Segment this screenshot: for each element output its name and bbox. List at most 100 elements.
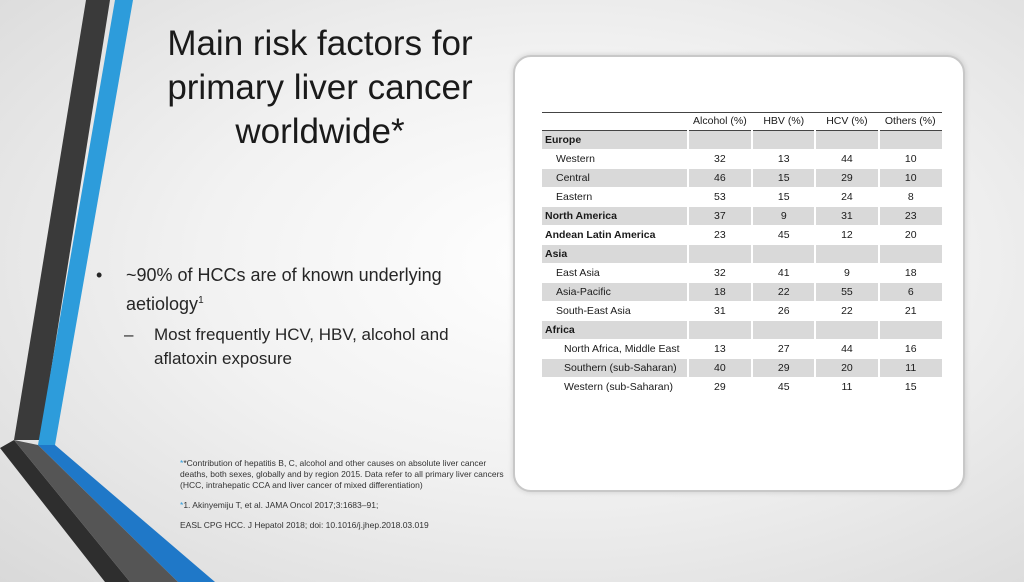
- row-region-name: Eastern: [542, 187, 688, 207]
- row-value-cell: 29: [686, 377, 753, 397]
- row-value-cell: 45: [751, 377, 816, 397]
- row-value-cell: [877, 244, 942, 264]
- row-value-cell: [814, 320, 879, 340]
- header-region: [542, 113, 688, 131]
- row-region-name: Western (sub-Saharan): [542, 377, 688, 397]
- footnote-contribution: **Contribution of hepatitis B, C, alcoho…: [180, 458, 504, 490]
- row-value-cell: 6: [877, 282, 942, 302]
- row-region-name: Africa: [542, 320, 688, 340]
- row-value-cell: [751, 320, 816, 340]
- table-row: Western (sub-Saharan) 29 45 11 15: [542, 377, 942, 397]
- row-value-cell: 44: [814, 339, 879, 359]
- table-row: North Africa, Middle East 13 27 44 16: [542, 339, 942, 359]
- row-region-name: Southern (sub-Saharan): [542, 358, 688, 378]
- row-region-name: Andean Latin America: [542, 225, 688, 245]
- row-value-cell: 37: [686, 206, 753, 226]
- row-value-cell: 10: [877, 168, 942, 188]
- bullet-main: • ~90% of HCCs are of known underlying a…: [96, 262, 496, 317]
- footnote-star: *: [180, 458, 184, 468]
- risk-factor-table: Alcohol (%) HBV (%) HCV (%) Others (%) E…: [542, 112, 942, 397]
- table-row: Western 32 13 44 10: [542, 149, 942, 169]
- row-value-cell: 11: [877, 358, 942, 378]
- table-header-row: Alcohol (%) HBV (%) HCV (%) Others (%): [542, 112, 942, 131]
- stripe-blue-diagonal: [38, 445, 215, 582]
- row-value-cell: [686, 244, 753, 264]
- header-hbv: HBV (%): [763, 115, 805, 127]
- row-value-cell: 13: [686, 339, 753, 359]
- stripe-gray-band: [14, 440, 178, 582]
- row-value-cell: 46: [686, 168, 753, 188]
- table-row: Europe: [542, 130, 942, 150]
- decorative-stripes: [0, 0, 215, 582]
- row-value-cell: 18: [686, 282, 753, 302]
- row-region-name: East Asia: [542, 263, 688, 283]
- table-row: Africa: [542, 320, 942, 340]
- row-value-cell: 32: [686, 263, 753, 283]
- slide-title: Main risk factors for primary liver canc…: [167, 24, 473, 151]
- row-value-cell: [814, 244, 879, 264]
- table-row: North America 37 9 31 23: [542, 206, 942, 226]
- stripe-dark-vertical: [14, 0, 110, 440]
- row-value-cell: 13: [751, 149, 816, 169]
- row-value-cell: 31: [686, 301, 753, 321]
- footnotes: **Contribution of hepatitis B, C, alcoho…: [180, 458, 515, 540]
- table-row: Eastern 53 15 24 8: [542, 187, 942, 207]
- stripe-dark-left: [0, 440, 130, 582]
- row-region-name: North America: [542, 206, 688, 226]
- row-value-cell: 31: [814, 206, 879, 226]
- row-value-cell: 29: [751, 358, 816, 378]
- bullet-dash-icon: –: [124, 325, 134, 344]
- row-value-cell: 32: [686, 149, 753, 169]
- table-row: Asia-Pacific 18 22 55 6: [542, 282, 942, 302]
- row-value-cell: 11: [814, 377, 879, 397]
- row-region-name: Asia: [542, 244, 688, 264]
- row-value-cell: 27: [751, 339, 816, 359]
- row-value-cell: 55: [814, 282, 879, 302]
- row-region-name: South-East Asia: [542, 301, 688, 321]
- row-value-cell: 9: [814, 263, 879, 283]
- bullet-list: • ~90% of HCCs are of known underlying a…: [96, 262, 496, 371]
- row-value-cell: [751, 244, 816, 264]
- row-value-cell: 10: [877, 149, 942, 169]
- table-row: East Asia 32 41 9 18: [542, 263, 942, 283]
- row-value-cell: [877, 320, 942, 340]
- footnote-reference-1: *1. Akinyemiju T, et al. JAMA Oncol 2017…: [180, 500, 379, 510]
- row-value-cell: 12: [814, 225, 879, 245]
- bullet-sub: – Most frequently HCV, HBV, alcohol and …: [124, 323, 496, 371]
- row-value-cell: 9: [751, 206, 816, 226]
- row-region-name: North Africa, Middle East: [542, 339, 688, 359]
- bullet-main-text: ~90% of HCCs are of known underlying aet…: [126, 265, 442, 314]
- row-value-cell: 15: [877, 377, 942, 397]
- row-value-cell: [751, 130, 816, 150]
- row-value-cell: [814, 130, 879, 150]
- row-value-cell: 40: [686, 358, 753, 378]
- header-alcohol: Alcohol (%): [693, 115, 747, 127]
- row-region-name: Asia-Pacific: [542, 282, 688, 302]
- table-row: Southern (sub-Saharan) 40 29 20 11: [542, 358, 942, 378]
- row-value-cell: 41: [751, 263, 816, 283]
- row-value-cell: 45: [751, 225, 816, 245]
- row-value-cell: [877, 130, 942, 150]
- row-value-cell: 44: [814, 149, 879, 169]
- row-value-cell: 20: [877, 225, 942, 245]
- row-value-cell: 16: [877, 339, 942, 359]
- header-hcv: HCV (%): [826, 115, 868, 127]
- row-value-cell: 24: [814, 187, 879, 207]
- row-value-cell: 23: [877, 206, 942, 226]
- table-panel: Alcohol (%) HBV (%) HCV (%) Others (%) E…: [513, 55, 965, 492]
- table-row: Central 46 15 29 10: [542, 168, 942, 188]
- row-value-cell: 21: [877, 301, 942, 321]
- table-row: Andean Latin America 23 45 12 20: [542, 225, 942, 245]
- row-value-cell: 18: [877, 263, 942, 283]
- row-region-name: Europe: [542, 130, 688, 150]
- row-value-cell: 15: [751, 187, 816, 207]
- row-value-cell: 26: [751, 301, 816, 321]
- row-value-cell: 15: [751, 168, 816, 188]
- row-value-cell: 22: [751, 282, 816, 302]
- stripe-blue-vertical: [38, 0, 133, 445]
- bullet-dot-icon: •: [96, 265, 103, 285]
- footnote-star: *: [180, 500, 184, 510]
- footnote-reference-easl: EASL CPG HCC. J Hepatol 2018; doi: 10.10…: [180, 520, 429, 530]
- row-value-cell: [686, 320, 753, 340]
- table-body: Europe Western 32 13 44 10 Central 46 15 29 10 East…: [542, 130, 942, 397]
